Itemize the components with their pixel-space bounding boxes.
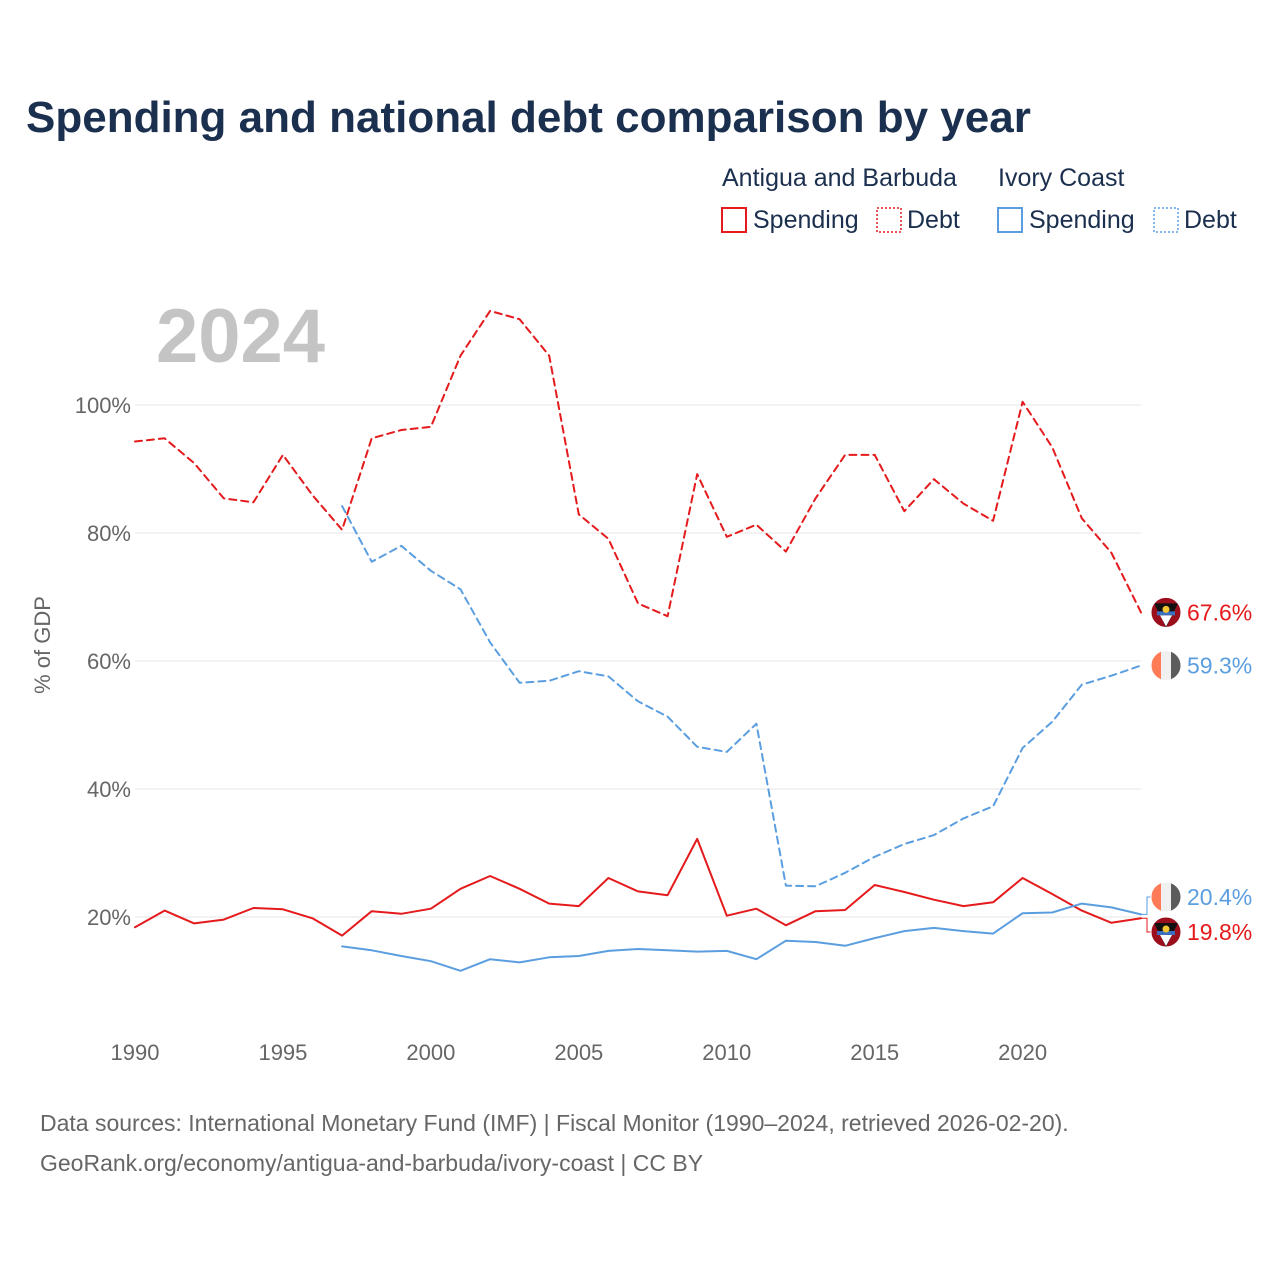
y-tick-label: 80% — [87, 521, 131, 546]
legend-label-antigua-debt: Debt — [907, 206, 960, 234]
series-line-antigua-and-barbuda-spending — [134, 837, 1142, 937]
flag-marker-antigua-and-barbuda-debt — [1150, 596, 1182, 628]
flag-antigua-white — [1160, 935, 1172, 946]
flag-marker-antigua-and-barbuda-spending — [1150, 916, 1182, 948]
flag-ivory-orange — [1150, 651, 1161, 680]
end-label-ivory-coast-spending: 20.4% — [1187, 884, 1252, 910]
x-tick-label: 2010 — [702, 1040, 751, 1065]
flag-antigua-blue — [1157, 611, 1175, 616]
x-axis-ticks: 1990 1995 2000 2005 2010 2015 2020 — [111, 1040, 1048, 1065]
flag-antigua-ring — [1150, 916, 1182, 948]
current-year-label: 2024 — [156, 294, 325, 379]
legend-swatch-ivory-coast-spending — [997, 207, 1023, 233]
series-line-ivory-coast-debt — [341, 505, 1142, 888]
source-line-1: Data sources: International Monetary Fun… — [40, 1110, 1069, 1136]
flag-antigua-sun — [1162, 925, 1170, 933]
legend-swatch-antigua-spending — [721, 207, 747, 233]
legend-group-ivory-coast: Ivory Coast — [998, 164, 1124, 192]
legend-swatch-ivory-coast-debt — [1153, 207, 1179, 233]
connector-antigua-and-barbuda-spending — [1141, 917, 1151, 933]
x-tick-label: 1995 — [258, 1040, 307, 1065]
end-label-antigua-and-barbuda-debt: 67.6% — [1187, 599, 1252, 625]
gridlines — [135, 404, 1141, 918]
x-tick-label: 2015 — [850, 1040, 899, 1065]
series-lines — [134, 309, 1142, 972]
flag-ivory-ring — [1150, 649, 1182, 681]
flag-marker-ivory-coast-spending — [1150, 881, 1182, 913]
legend: Antigua and Barbuda Ivory Coast Spending… — [721, 164, 1237, 234]
x-tick-label: 2005 — [554, 1040, 603, 1065]
legend-label-antigua-spending: Spending — [753, 206, 859, 234]
end-markers — [1150, 596, 1182, 948]
x-tick-label: 2000 — [406, 1040, 455, 1065]
y-tick-label: 60% — [87, 649, 131, 674]
end-label-connectors — [1141, 896, 1151, 933]
source-line-2: GeoRank.org/economy/antigua-and-barbuda/… — [40, 1150, 703, 1176]
chart-title: Spending and national debt comparison by… — [26, 93, 1031, 142]
series-line-ivory-coast-spending — [341, 902, 1142, 972]
end-label-antigua-and-barbuda-spending: 19.8% — [1187, 919, 1252, 945]
flag-antigua-white — [1160, 615, 1172, 627]
flag-antigua-sun — [1162, 605, 1170, 613]
series-line-antigua-and-barbuda-debt — [134, 309, 1142, 618]
end-label-ivory-coast-debt: 59.3% — [1187, 652, 1252, 678]
y-axis-ticks: 20% 40% 60% 80% 100% — [75, 393, 131, 930]
y-tick-label: 40% — [87, 777, 131, 802]
flag-antigua-ring — [1150, 596, 1182, 628]
y-tick-label: 20% — [87, 905, 131, 930]
flag-ivory-ring — [1150, 881, 1182, 913]
flag-ivory-dark — [1171, 882, 1182, 912]
end-labels: 67.6% 59.3% 19.8% 20.4% — [1187, 599, 1252, 945]
legend-label-ivory-coast-spending: Spending — [1029, 206, 1135, 234]
x-tick-label: 1990 — [111, 1040, 160, 1065]
flag-antigua-blue — [1157, 931, 1175, 935]
y-tick-label: 100% — [75, 393, 131, 418]
connector-ivory-coast-spending — [1141, 896, 1151, 915]
legend-label-ivory-coast-debt: Debt — [1184, 206, 1237, 234]
y-axis-title: % of GDP — [30, 596, 55, 694]
flag-ivory-dark — [1171, 651, 1182, 680]
legend-swatch-antigua-debt — [876, 207, 902, 233]
legend-group-antigua: Antigua and Barbuda — [722, 164, 957, 192]
flag-ivory-orange — [1150, 882, 1161, 912]
x-tick-label: 2020 — [998, 1040, 1047, 1065]
flag-marker-ivory-coast-debt — [1150, 649, 1182, 681]
